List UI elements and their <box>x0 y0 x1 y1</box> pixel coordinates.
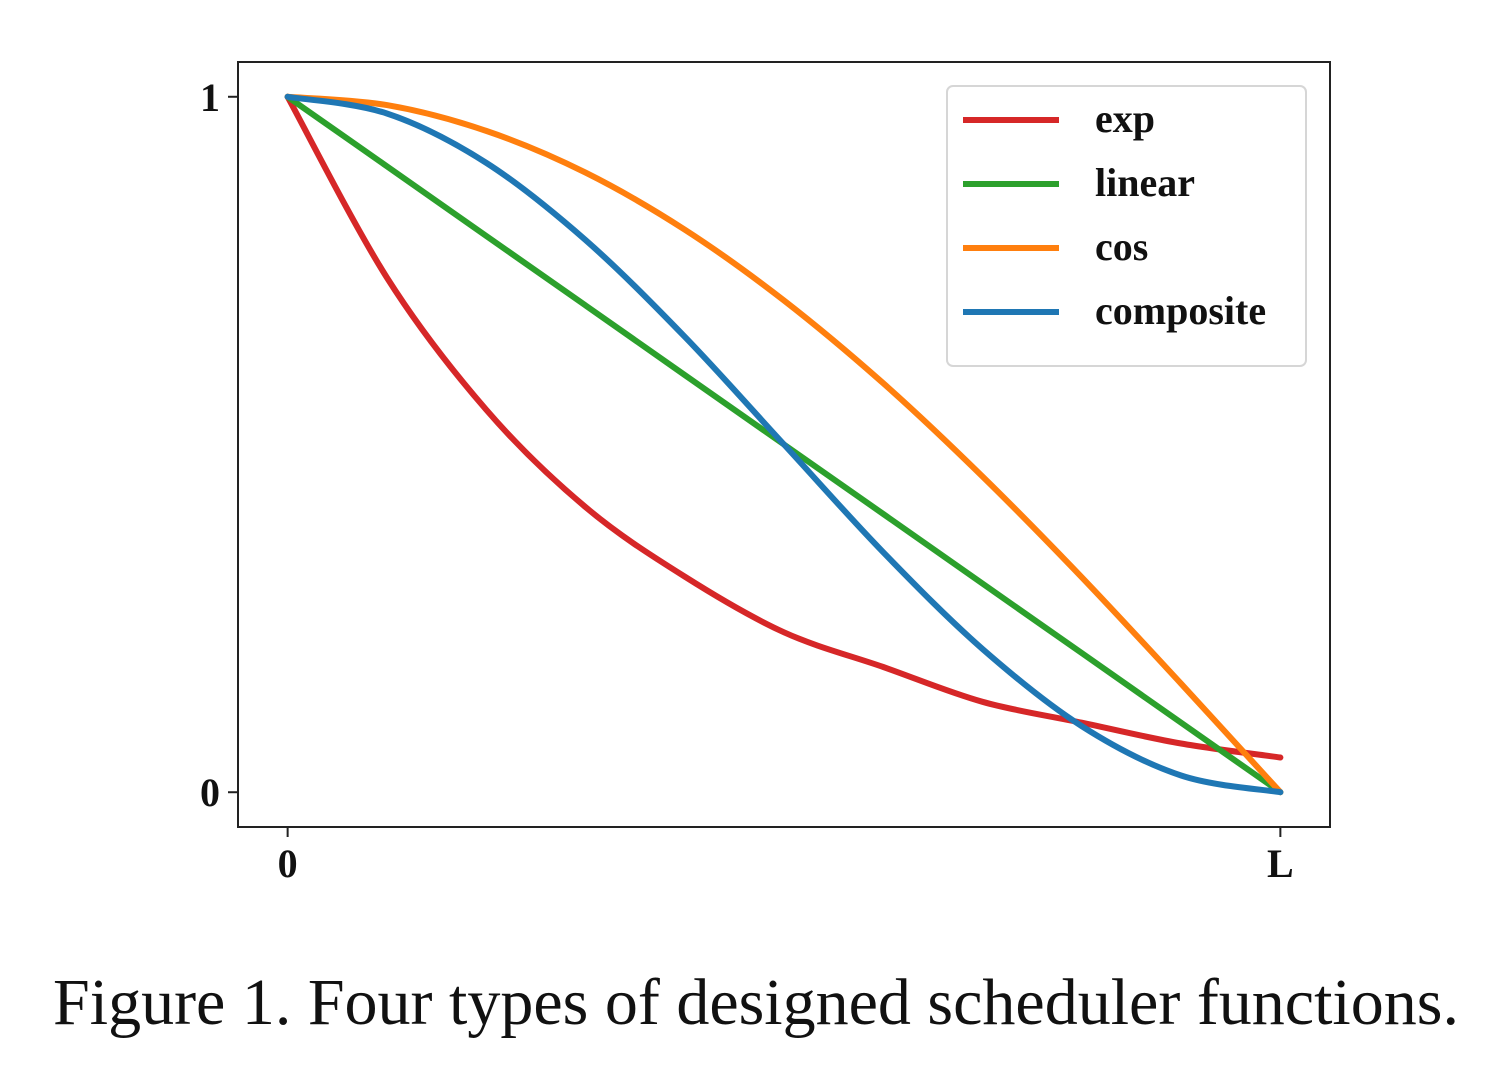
legend-label-exp: exp <box>1095 96 1155 141</box>
plot-frame <box>237 61 1331 828</box>
legend-box <box>946 85 1307 367</box>
x-tick-label: 0 <box>278 841 298 886</box>
scheduler-chart: 0 L 0 1 exp linear cos composite <box>200 61 1331 886</box>
series-line-composite <box>284 93 1284 796</box>
series-line-cos <box>284 93 1284 796</box>
series-line-exp <box>284 93 1284 761</box>
axis-layer: 0 L 0 1 <box>200 75 1294 886</box>
figure-caption: Figure 1. Four types of designed schedul… <box>53 966 1459 1039</box>
legend: exp linear cos composite <box>946 85 1307 367</box>
legend-label-cos: cos <box>1095 224 1148 269</box>
y-tick-label: 1 <box>200 75 220 120</box>
y-tick-label: 0 <box>200 770 220 815</box>
legend-label-linear: linear <box>1095 160 1195 205</box>
series-layer <box>284 93 1284 796</box>
x-tick-label: L <box>1267 841 1294 886</box>
legend-label-composite: composite <box>1095 288 1266 333</box>
